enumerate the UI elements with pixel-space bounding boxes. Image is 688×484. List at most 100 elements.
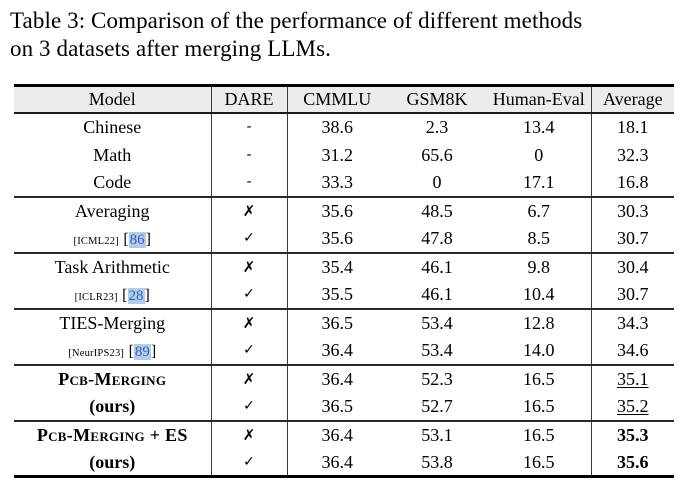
human-eval-cell: 0	[487, 140, 592, 169]
cmmlu-cell: 35.5	[321, 284, 354, 305]
dare-cell: -	[211, 168, 288, 197]
dare-cell: ✓	[211, 392, 288, 421]
cmmlu-cell: 38.6	[321, 117, 354, 138]
model-cell: [NeurIPS23] [89]	[14, 336, 212, 365]
model-cell: Task Arithmetic	[14, 251, 212, 281]
header-cmmlu: CMMLU	[287, 84, 387, 114]
row-pcb-merging: Pcb-Merging ✗ 36.4 52.3 16.5 35.1	[14, 363, 674, 393]
dare-cell: ✓	[211, 224, 288, 253]
average-cell: 32.3	[617, 144, 649, 165]
gsm8k-cell: 0	[432, 172, 442, 193]
row-code: Code - 33.3 0 17.1 16.8	[14, 168, 674, 197]
cite-bracket: [	[128, 342, 134, 360]
cite-bracket: ]	[145, 230, 151, 248]
average-cell: 16.8	[617, 172, 649, 193]
cmmlu-cell: 36.4	[287, 419, 387, 449]
results-table: Model DARE CMMLU GSM8K Human-Eval Averag…	[14, 84, 674, 479]
cite-bracket: [	[122, 286, 128, 304]
dare-cell: ✗	[211, 251, 288, 281]
gsm8k-cell: 52.7	[421, 396, 453, 417]
header-average: Average	[591, 84, 674, 114]
row-averaging-cite: [ICML22] [86] ✓ 35.6 47.8 8.5 30.7	[14, 224, 674, 253]
row-task-arithmetic: Task Arithmetic ✗ 35.4 46.1 9.8 30.4	[14, 251, 674, 281]
cite-bracket: ]	[150, 342, 157, 360]
citation-link-28[interactable]: 28	[127, 287, 145, 304]
gsm8k-cell: 53.4	[387, 307, 487, 337]
average-cell: 30.4	[591, 251, 674, 281]
average-cell: 34.6	[617, 340, 649, 361]
average-cell: 35.1	[591, 363, 674, 393]
dare-cell: ✗	[211, 363, 288, 393]
cmmlu-cell: 36.4	[287, 363, 387, 393]
model-cell: Averaging	[14, 195, 212, 225]
gsm8k-cell: 65.6	[421, 144, 453, 165]
citation-link-89[interactable]: 89	[133, 343, 151, 360]
table-caption: Table 3: Comparison of the performance o…	[0, 0, 688, 63]
gsm8k-cell: 53.1	[387, 419, 487, 449]
row-pcb-merging-ours: (ours) ✓ 36.5 52.7 16.5 35.2	[14, 392, 674, 421]
gsm8k-cell: 53.8	[387, 448, 487, 479]
gsm8k-cell: 52.3	[387, 363, 487, 393]
average-cell: 30.3	[591, 195, 674, 225]
citation-link-86[interactable]: 86	[128, 231, 146, 248]
header-row: Model DARE CMMLU GSM8K Human-Eval Averag…	[14, 84, 674, 114]
row-ties-merging-cite: [NeurIPS23] [89] ✓ 36.4 53.4 14.0 34.6	[14, 336, 674, 365]
human-eval-cell: 16.5	[487, 363, 592, 393]
human-eval-cell: 14.0	[487, 336, 592, 365]
dare-cell: -	[211, 140, 288, 169]
gsm8k-cell: 53.4	[421, 340, 453, 361]
gsm8k-cell: 46.1	[387, 251, 487, 281]
model-cell: Pcb-Merging + ES	[14, 419, 212, 449]
human-eval-cell: 13.4	[487, 112, 592, 141]
human-eval-cell: 12.8	[487, 307, 592, 337]
header-human-eval: Human-Eval	[487, 84, 592, 114]
row-chinese: Chinese - 38.6 2.3 13.4 18.1	[14, 112, 674, 141]
row-task-arithmetic-cite: [ICLR23] [28] ✓ 35.5 46.1 10.4 30.7	[14, 280, 674, 309]
caption-line-1: Table 3: Comparison of the performance o…	[10, 8, 583, 33]
row-math: Math - 31.2 65.6 0 32.3	[14, 140, 674, 169]
cmmlu-cell: 35.6	[287, 195, 387, 225]
dare-cell: ✗	[211, 307, 288, 337]
dare-cell: -	[211, 112, 288, 141]
dare-cell: ✓	[211, 280, 288, 309]
human-eval-cell: 16.5	[487, 419, 592, 449]
cmmlu-cell: 31.2	[321, 144, 354, 165]
cmmlu-cell: 33.3	[321, 172, 354, 193]
cmmlu-cell: 36.5	[321, 396, 354, 417]
dare-cell: ✓	[211, 336, 288, 365]
human-eval-cell: 16.5	[487, 448, 592, 479]
row-averaging: Averaging ✗ 35.6 48.5 6.7 30.3	[14, 195, 674, 225]
row-pcb-merging-es-ours: (ours) ✓ 36.4 53.8 16.5 35.6	[14, 448, 674, 479]
venue-label: [NeurIPS23]	[68, 347, 125, 359]
venue-label: [ICML22]	[73, 235, 119, 247]
average-cell: 35.2	[617, 396, 649, 417]
average-cell: 35.6	[591, 448, 674, 479]
human-eval-cell: 16.5	[487, 392, 592, 421]
row-pcb-merging-es: Pcb-Merging + ES ✗ 36.4 53.1 16.5 35.3	[14, 419, 674, 449]
gsm8k-cell: 48.5	[387, 195, 487, 225]
model-cell: (ours)	[14, 448, 212, 479]
model-cell: TIES-Merging	[14, 307, 212, 337]
model-cell: [ICML22] [86]	[14, 224, 212, 253]
model-cell: [ICLR23] [28]	[14, 280, 212, 309]
model-cell: Pcb-Merging	[14, 363, 212, 393]
average-cell: 30.7	[617, 284, 649, 305]
gsm8k-cell: 2.3	[425, 117, 449, 138]
cmmlu-cell: 35.4	[287, 251, 387, 281]
gsm8k-cell: 46.1	[421, 284, 453, 305]
model-cell: Code	[14, 168, 212, 197]
cite-bracket: [	[123, 230, 129, 248]
human-eval-cell: 10.4	[487, 280, 592, 309]
average-cell: 30.7	[617, 228, 649, 249]
human-eval-cell: 8.5	[487, 224, 592, 253]
human-eval-cell: 17.1	[487, 168, 592, 197]
model-cell: (ours)	[14, 392, 212, 421]
gsm8k-cell: 47.8	[421, 228, 453, 249]
human-eval-cell: 6.7	[487, 195, 592, 225]
average-cell: 35.3	[591, 419, 674, 449]
header-dare: DARE	[211, 84, 288, 114]
cmmlu-cell: 36.4	[321, 340, 354, 361]
dare-cell: ✗	[211, 419, 288, 449]
cmmlu-cell: 35.6	[321, 228, 354, 249]
average-cell: 34.3	[591, 307, 674, 337]
